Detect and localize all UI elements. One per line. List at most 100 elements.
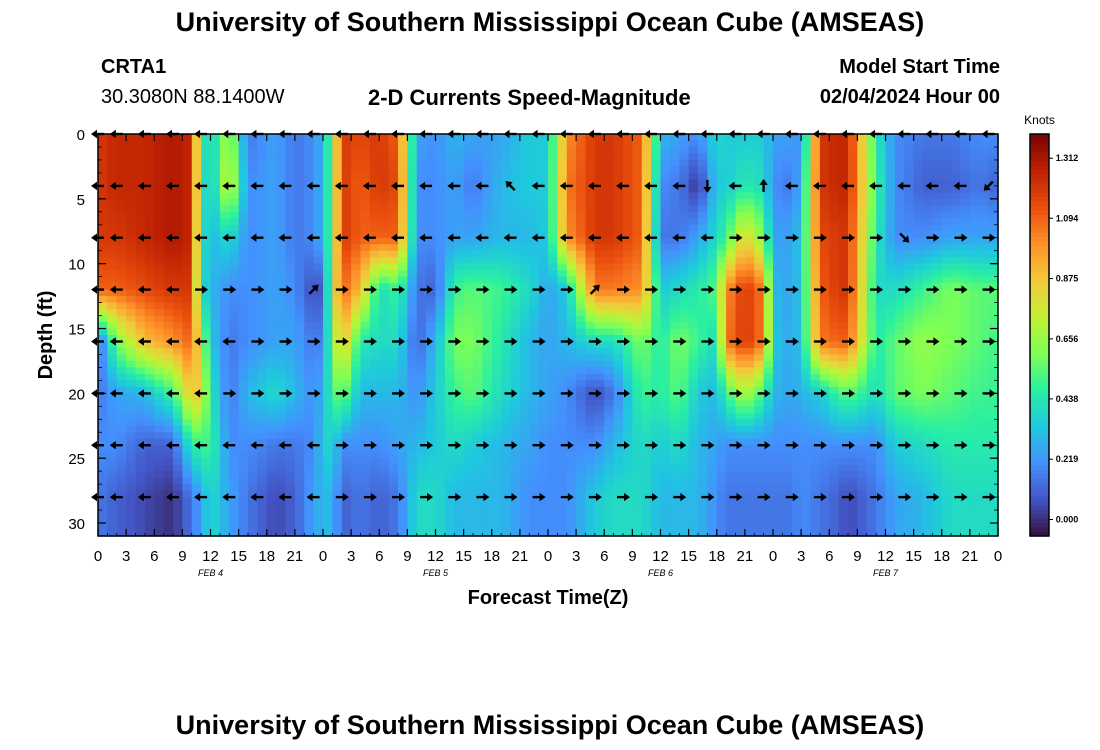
- heatmap-cell: [304, 296, 315, 304]
- heatmap-cell: [435, 425, 446, 433]
- heatmap-cell: [491, 380, 502, 388]
- heatmap-cell: [735, 458, 746, 466]
- heatmap-cell: [791, 484, 802, 492]
- heatmap-cell: [735, 315, 746, 323]
- heatmap-cell: [435, 347, 446, 356]
- heatmap-cell: [538, 309, 549, 317]
- heatmap-cell: [529, 296, 540, 304]
- heatmap-cell: [257, 464, 268, 472]
- heatmap-cell: [679, 347, 690, 356]
- heatmap-cell: [613, 146, 624, 155]
- heatmap-cell: [810, 484, 821, 492]
- heatmap-cell: [576, 425, 587, 433]
- heatmap-cell: [463, 412, 474, 420]
- heatmap-cell: [285, 419, 296, 427]
- heatmap-cell: [613, 464, 624, 472]
- heatmap-cell: [641, 289, 652, 297]
- heatmap-cell: [144, 354, 155, 362]
- heatmap-cell: [229, 198, 240, 206]
- heatmap-cell: [266, 445, 277, 453]
- heatmap-cell: [98, 412, 108, 420]
- heatmap-cell: [323, 302, 333, 310]
- heatmap-cell: [791, 166, 802, 174]
- heatmap-cell: [369, 224, 380, 232]
- heatmap-cell: [341, 347, 352, 356]
- heatmap-cell: [294, 516, 305, 524]
- heatmap-cell: [641, 296, 652, 304]
- heatmap-cell: [473, 432, 483, 440]
- heatmap-cell: [323, 263, 333, 271]
- heatmap-cell: [801, 477, 812, 485]
- heatmap-cell: [538, 490, 549, 498]
- heatmap-cell: [285, 399, 296, 407]
- heatmap-cell: [116, 406, 127, 414]
- heatmap-cell: [763, 412, 774, 420]
- heatmap-cell: [566, 438, 577, 446]
- heatmap-cell: [576, 380, 587, 388]
- heatmap-cell: [829, 490, 840, 498]
- heatmap-cell: [276, 464, 287, 472]
- heatmap-cell: [594, 296, 605, 304]
- heatmap-cell: [651, 477, 662, 485]
- heatmap-cell: [604, 185, 615, 193]
- heatmap-cell: [726, 393, 737, 401]
- heatmap-cell: [332, 341, 343, 349]
- heatmap-cell: [529, 276, 540, 284]
- heatmap-cell: [763, 172, 774, 180]
- heatmap-cell: [135, 289, 146, 297]
- page-title-top: University of Southern Mississippi Ocean…: [175, 7, 925, 37]
- heatmap-cell: [744, 438, 755, 446]
- heatmap-cell: [519, 315, 530, 323]
- heatmap-cell: [135, 497, 146, 505]
- heatmap-cell: [360, 276, 371, 284]
- heatmap-cell: [576, 458, 587, 466]
- heatmap-cell: [388, 263, 399, 271]
- heatmap-cell: [613, 257, 624, 265]
- heatmap-cell: [276, 322, 287, 330]
- heatmap-cell: [266, 185, 277, 193]
- heatmap-cell: [135, 445, 146, 453]
- heatmap-cell: [416, 451, 427, 459]
- heatmap-cell: [163, 341, 174, 349]
- heatmap-cell: [426, 159, 437, 168]
- heatmap-cell: [144, 218, 155, 226]
- heatmap-cell: [744, 360, 755, 369]
- heatmap-cell: [332, 419, 343, 427]
- heatmap-cell: [238, 166, 249, 174]
- heatmap-cell: [679, 250, 690, 258]
- heatmap-cell: [679, 315, 690, 323]
- heatmap-cell: [773, 360, 783, 369]
- heatmap-cell: [126, 341, 137, 349]
- heatmap-cell: [773, 432, 783, 440]
- heatmap-cell: [369, 354, 380, 362]
- heatmap-cell: [163, 244, 174, 252]
- heatmap-cell: [369, 179, 380, 187]
- heatmap-cell: [651, 315, 662, 323]
- heatmap-cell: [238, 159, 249, 168]
- heatmap-cell: [266, 373, 277, 381]
- heatmap-cell: [548, 153, 558, 161]
- heatmap-cell: [407, 451, 418, 459]
- heatmap-cell: [191, 360, 202, 369]
- heatmap-cell: [210, 244, 221, 252]
- heatmap-cell: [744, 237, 755, 245]
- heatmap-cell: [801, 529, 812, 537]
- heatmap-cell: [660, 283, 671, 291]
- heatmap-cell: [463, 179, 474, 187]
- heatmap-cell: [107, 406, 118, 414]
- heatmap-cell: [773, 438, 783, 446]
- heatmap-cell: [613, 445, 624, 453]
- heatmap-cell: [773, 490, 783, 498]
- heatmap-cell: [398, 451, 408, 459]
- heatmap-cell: [510, 484, 521, 492]
- heatmap-cell: [360, 153, 371, 161]
- heatmap-cell: [426, 140, 437, 148]
- heatmap-cell: [848, 172, 858, 180]
- heatmap-cell: [116, 328, 127, 336]
- heatmap-cell: [501, 231, 512, 239]
- heatmap-cell: [210, 412, 221, 420]
- heatmap-cell: [248, 412, 258, 420]
- heatmap-cell: [248, 529, 258, 537]
- heatmap-cell: [726, 328, 737, 336]
- heatmap-cell: [135, 179, 146, 187]
